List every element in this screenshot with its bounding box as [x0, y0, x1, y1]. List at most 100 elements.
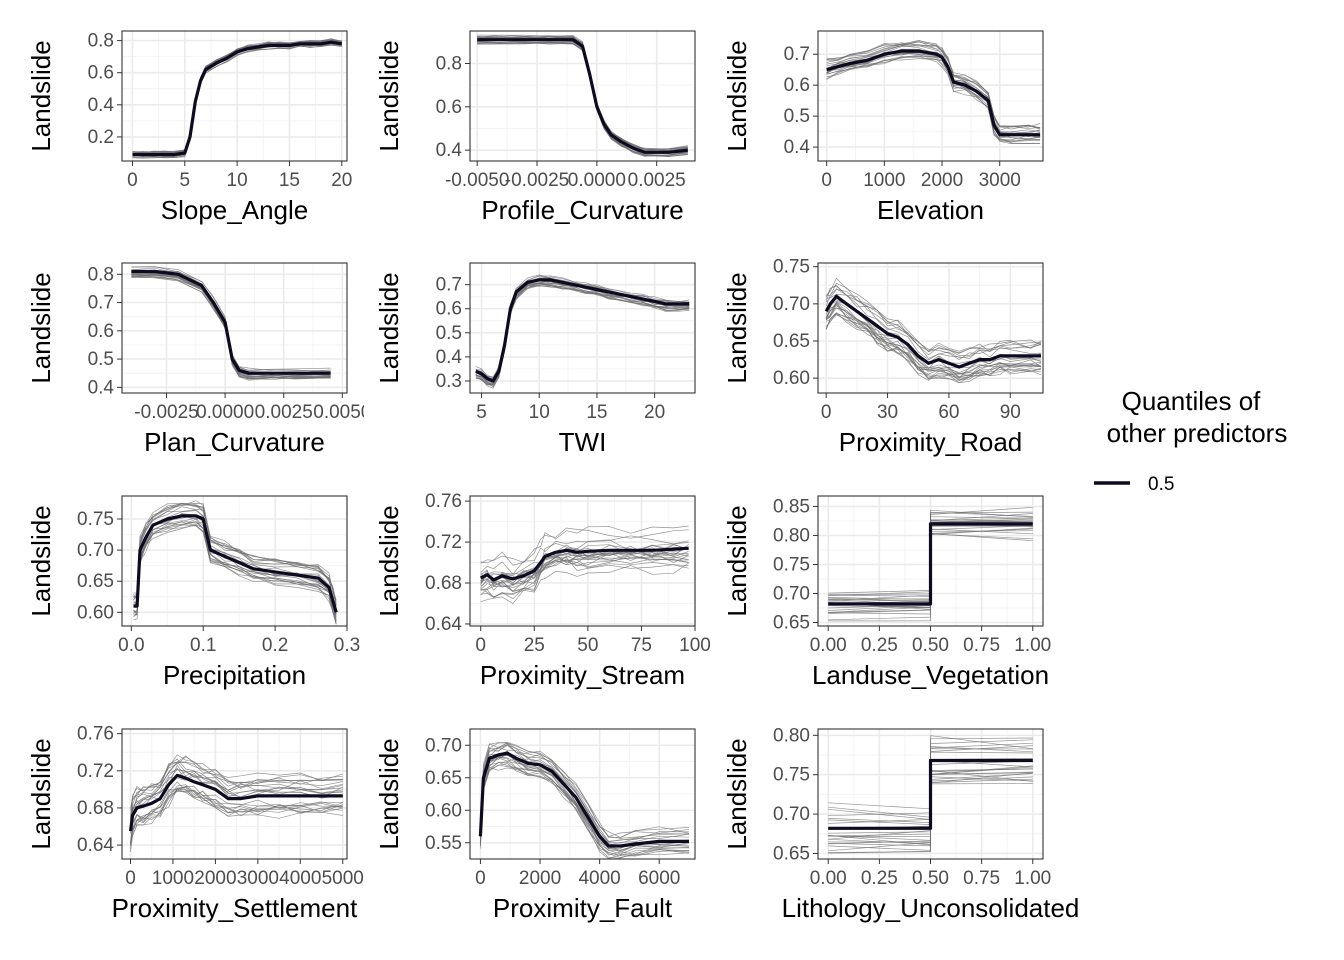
ice-line — [130, 788, 343, 846]
x-tick-label: -0.0025 — [505, 170, 569, 191]
ice-line — [480, 742, 690, 837]
x-tick-label: 0.75 — [963, 868, 1000, 889]
ice-line — [825, 301, 1042, 375]
y-tick-label: 0.5 — [784, 106, 810, 127]
x-tick-label: 15 — [279, 170, 300, 191]
ice-line — [133, 506, 337, 602]
y-tick-label: 0.75 — [77, 509, 114, 530]
ice-line — [132, 38, 342, 153]
ice-line — [133, 502, 337, 606]
panel-border — [469, 30, 696, 162]
y-tick-label: 0.65 — [773, 613, 810, 634]
y-tick-label: 0.76 — [425, 491, 462, 512]
y-tick-label: 0.3 — [436, 371, 462, 392]
ice-line — [133, 503, 337, 602]
ice-line — [825, 288, 1042, 359]
x-tick-label: 60 — [938, 402, 959, 423]
x-tick-label: 5 — [180, 170, 191, 191]
ice-line — [825, 294, 1042, 361]
ice-line — [826, 312, 1042, 380]
panel-elevation: 0 1000 2000 3000 0.4 0.5 0.6 0.7 Elevation Landsl… — [722, 30, 1044, 225]
median-line — [824, 294, 1041, 369]
median-line — [480, 546, 689, 582]
panel-twi: 5 10 15 20 0.3 0.4 0.5 0.6 0.7 TWI Landslide — [374, 262, 696, 457]
ice-line — [825, 313, 1042, 381]
x-axis-title: Precipitation — [163, 660, 306, 690]
x-axis-title: TWI — [559, 427, 607, 457]
x-tick-label: 0.0000 — [196, 402, 254, 423]
y-axis-title: Landslide — [722, 505, 752, 616]
ice-line — [826, 43, 1041, 130]
median-line — [132, 40, 343, 157]
y-tick-label: 0.65 — [773, 843, 810, 864]
median-line — [828, 522, 1033, 606]
ice-line — [480, 552, 689, 591]
panel-border — [817, 30, 1044, 162]
x-tick-label: 0.0025 — [628, 170, 686, 191]
x-tick-label: 2000 — [519, 868, 561, 889]
ice-line — [130, 762, 343, 820]
legend-title-line1: Quantiles of — [1122, 386, 1262, 416]
ice-line — [130, 755, 343, 809]
x-axis-title: Slope_Angle — [161, 195, 308, 225]
panel-landuse_vegetation: 0.00 0.25 0.50 0.75 1.00 0.65 0.70 0.75 0.80 0.85… — [722, 495, 1051, 690]
panel-border — [121, 262, 348, 394]
x-tick-label: 0.50 — [912, 868, 949, 889]
x-tick-label: 1000 — [152, 868, 194, 889]
x-tick-label: 0.50 — [912, 635, 949, 656]
x-tick-label: 0.1 — [190, 635, 216, 656]
y-tick-label: 0.4 — [88, 95, 115, 116]
x-axis-title: Proximity_Settlement — [112, 893, 358, 923]
y-tick-label: 0.85 — [773, 496, 810, 517]
x-tick-label: 100 — [679, 635, 711, 656]
x-tick-label: 0.00 — [810, 635, 847, 656]
x-tick-label: 20 — [644, 402, 665, 423]
x-tick-label: 0.00 — [810, 868, 847, 889]
x-tick-label: 75 — [631, 635, 652, 656]
x-tick-label: 15 — [586, 402, 607, 423]
panel-slope_angle: 0 5 10 15 20 0.2 0.4 0.6 0.8 Slope_Angle Landslide — [26, 30, 352, 225]
y-tick-label: 0.4 — [88, 377, 115, 398]
x-axis-title: Profile_Curvature — [481, 195, 683, 225]
x-tick-label: 6000 — [638, 868, 680, 889]
x-tick-label: 0.75 — [963, 635, 1000, 656]
ice-line — [480, 535, 689, 575]
x-tick-label: 3000 — [237, 868, 279, 889]
panel-border — [817, 262, 1044, 394]
x-tick-label: 90 — [1000, 402, 1021, 423]
y-tick-label: 0.6 — [88, 63, 114, 84]
x-tick-label: 20 — [331, 170, 352, 191]
y-axis-title: Landslide — [722, 272, 752, 383]
y-axis-title: Landslide — [374, 738, 404, 849]
median-line — [131, 269, 331, 375]
x-tick-label: 0.3 — [334, 635, 360, 656]
panel-proximity_stream: 0 25 50 75 100 0.64 0.68 0.72 0.76 Proximity_Stre… — [374, 491, 711, 690]
panel-border — [469, 495, 696, 627]
ice-line — [480, 562, 689, 605]
y-axis-title: Landslide — [26, 272, 56, 383]
y-tick-label: 0.7 — [88, 293, 114, 314]
y-tick-label: 0.80 — [773, 725, 810, 746]
y-tick-label: 0.60 — [77, 602, 114, 623]
x-tick-label: 0.25 — [861, 635, 898, 656]
panel-border — [817, 495, 1044, 627]
panel-proximity_fault: 0 2000 4000 6000 0.55 0.60 0.65 0.70 Proximity_F… — [374, 728, 696, 923]
ice-line — [133, 503, 337, 604]
ice-line — [480, 745, 690, 846]
ice-line — [480, 763, 690, 857]
y-tick-label: 0.70 — [773, 804, 810, 825]
y-tick-label: 0.60 — [773, 368, 810, 389]
panel-proximity_settlement: 0 1000 2000 3000 4000 5000 0.64 0.68 0.72 0.76 Pro… — [26, 724, 364, 923]
y-tick-label: 0.60 — [425, 800, 462, 821]
x-axis-title: Proximity_Stream — [480, 660, 685, 690]
median-line — [828, 758, 1033, 830]
ice-line — [475, 275, 690, 378]
ice-line — [480, 525, 689, 564]
ice-line — [480, 744, 690, 843]
y-tick-label: 0.8 — [88, 264, 114, 285]
x-tick-label: 5 — [476, 402, 487, 423]
ice-line — [133, 524, 337, 624]
ice-line — [825, 302, 1042, 377]
